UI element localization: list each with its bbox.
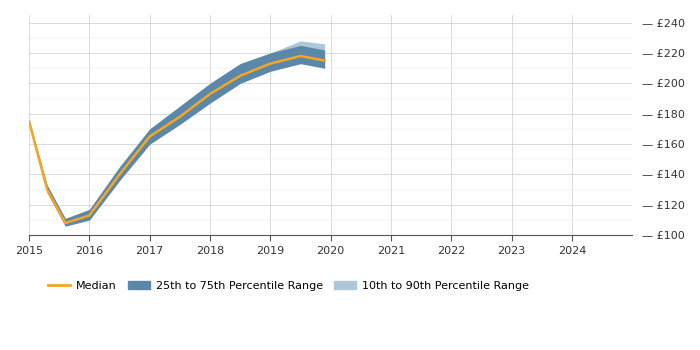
Legend: Median, 25th to 75th Percentile Range, 10th to 90th Percentile Range: Median, 25th to 75th Percentile Range, 1…: [44, 277, 533, 296]
